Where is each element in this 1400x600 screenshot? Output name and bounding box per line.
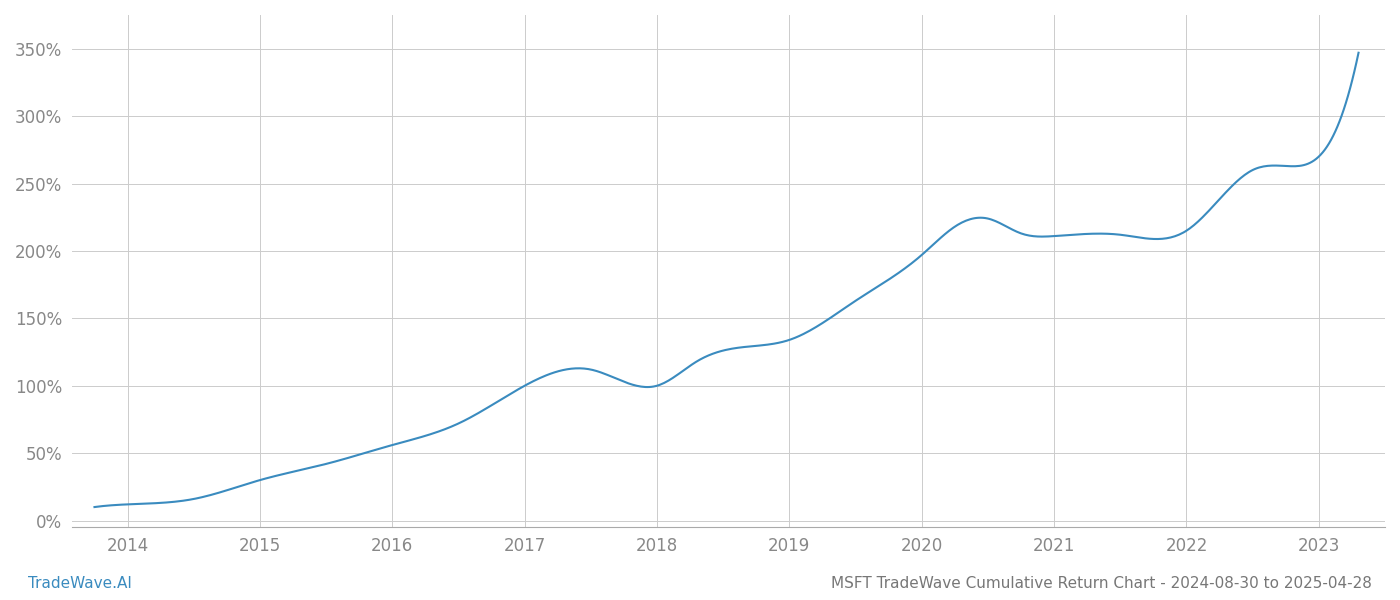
Text: MSFT TradeWave Cumulative Return Chart - 2024-08-30 to 2025-04-28: MSFT TradeWave Cumulative Return Chart -… xyxy=(832,576,1372,591)
Text: TradeWave.AI: TradeWave.AI xyxy=(28,576,132,591)
